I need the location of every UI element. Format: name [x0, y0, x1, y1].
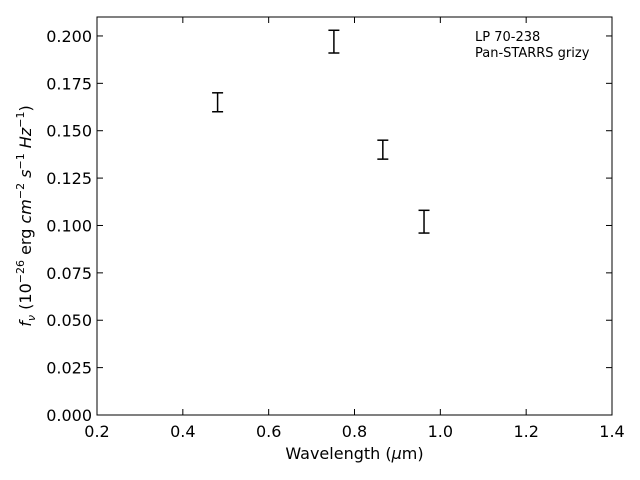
x-tick-label: 1.0: [428, 422, 453, 441]
x-tick-label: 0.6: [256, 422, 281, 441]
x-tick-label: 0.4: [170, 422, 195, 441]
y-tick-label: 0.050: [46, 311, 92, 330]
data-points: [212, 29, 430, 234]
data-point: [377, 139, 389, 160]
y-tick-label: 0.150: [46, 122, 92, 141]
x-tick-label: 1.2: [513, 422, 538, 441]
y-tick-label: 0.175: [46, 74, 92, 93]
y-tick-label: 0.125: [46, 169, 92, 188]
x-tick-label: 1.4: [599, 422, 624, 441]
plot-frame: [96, 16, 613, 416]
plot-annotation: LP 70-238 Pan-STARRS grizy: [475, 30, 590, 61]
data-point: [328, 29, 340, 54]
y-axis-label: fν (10−26 erg cm−2 s−1 Hz−1): [14, 105, 38, 326]
y-tick-label: 0.000: [46, 406, 92, 425]
x-tick-label: 0.2: [84, 422, 109, 441]
y-tick-label: 0.025: [46, 359, 92, 378]
y-tick-label: 0.100: [46, 216, 92, 235]
tick-labels: 0.2 0.4 0.6 0.8 1.0 1.2 1.4 0.000 0.025 0.050 0.07…: [46, 27, 625, 441]
annotation-line-2: Pan-STARRS grizy: [475, 46, 590, 61]
data-point: [418, 209, 430, 234]
data-point: [212, 92, 224, 113]
y-tick-label: 0.200: [46, 27, 92, 46]
x-axis-label: Wavelength (μm): [285, 444, 423, 463]
annotation-line-1: LP 70-238: [475, 30, 540, 45]
y-tick-label: 0.075: [46, 264, 92, 283]
tick-marks: [96, 17, 613, 416]
x-tick-label: 0.8: [342, 422, 367, 441]
